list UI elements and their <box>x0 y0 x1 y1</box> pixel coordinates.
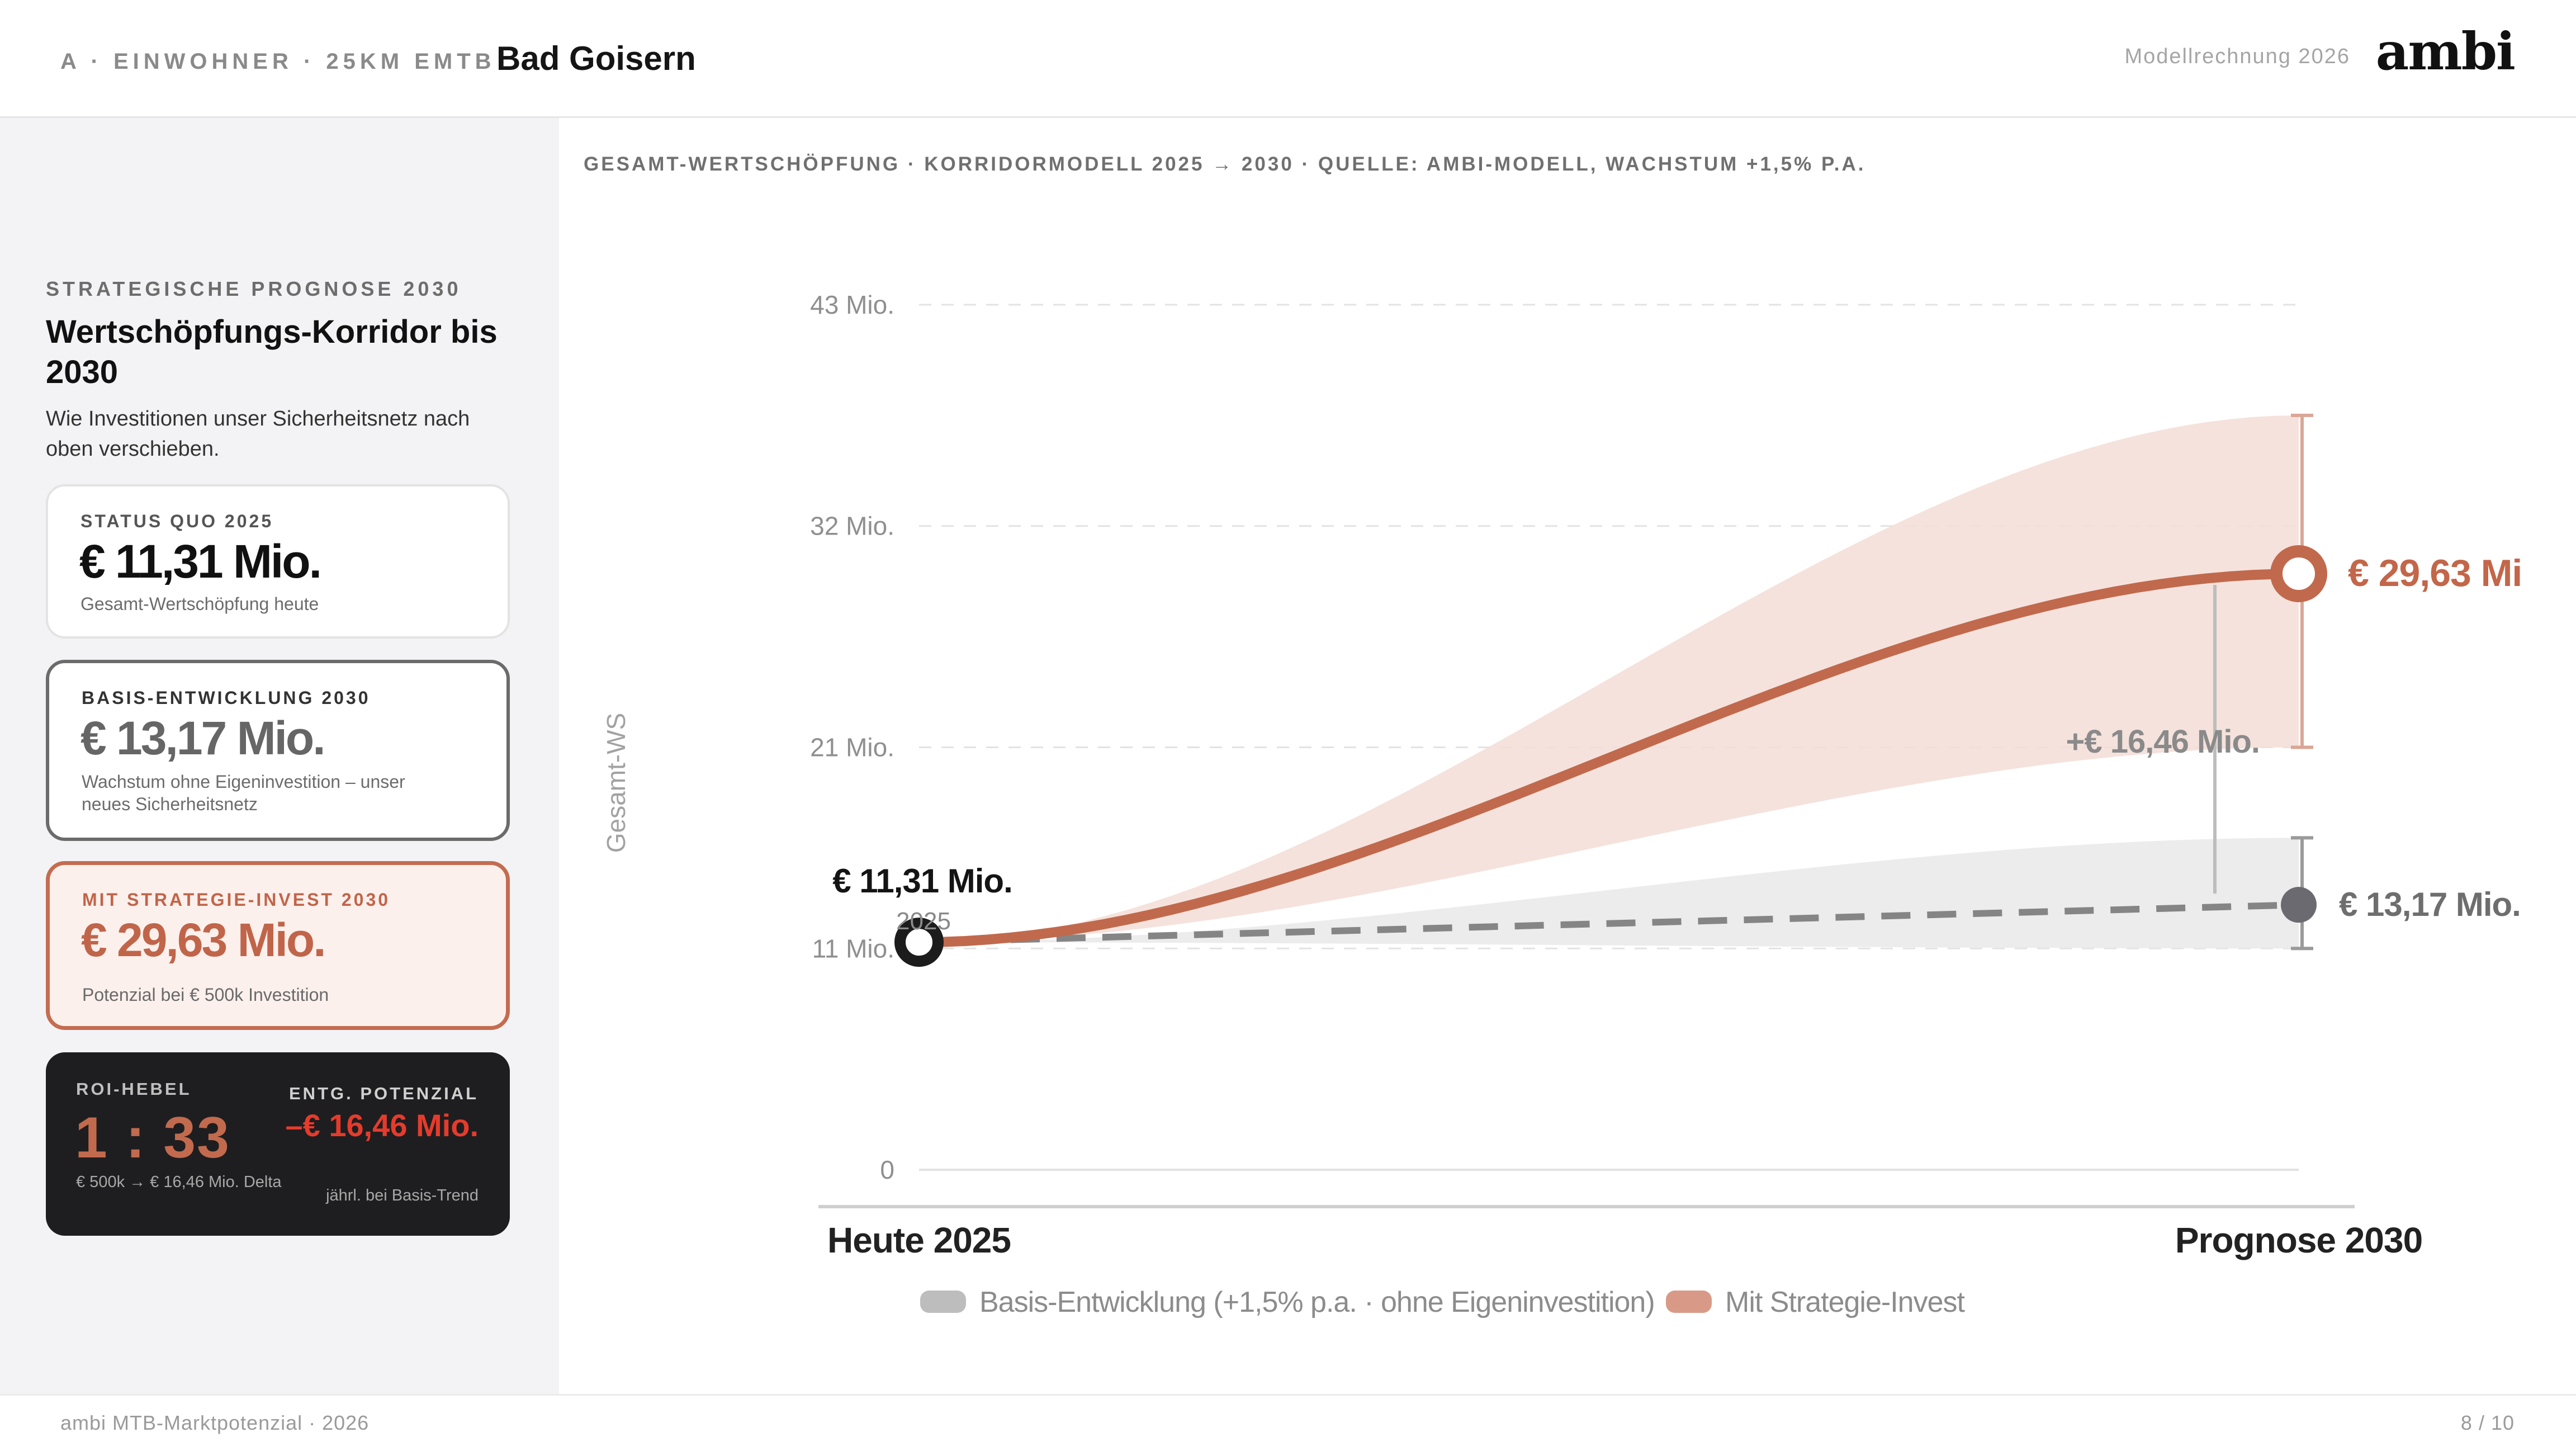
invest-end-point <box>2270 545 2327 603</box>
card-label: BASIS-ENTWICKLUNG 2030 <box>82 688 371 708</box>
x-label-end: Prognose 2030 <box>2175 1220 2422 1260</box>
y-axis-label: Gesamt-WS <box>602 713 631 853</box>
card-value: € 11,31 Mio. <box>79 535 322 588</box>
legend-swatch-invest <box>1666 1291 1712 1313</box>
legend-label-invest: Mit Strategie-Invest <box>1725 1286 1965 1318</box>
y-tick-label: 21 Mio. <box>810 732 894 762</box>
strategie-card: MIT STRATEGIE-INVEST 2030 € 29,63 Mio. P… <box>46 861 510 1030</box>
card-note: Gesamt-Wertschöpfung heute <box>80 594 319 614</box>
potential-note: jährl. bei Basis-Trend <box>326 1187 479 1204</box>
basis-corridor-band <box>919 838 2299 949</box>
card-label: MIT STRATEGIE-INVEST 2030 <box>82 890 391 910</box>
basis-end-label: € 13,17 Mio. <box>2339 886 2521 923</box>
y-tick-label: 0 <box>880 1155 894 1184</box>
legend-label-basis: Basis-Entwicklung (+1,5% p.a. · ohne Eig… <box>979 1286 1655 1318</box>
sidebar-title: Wertschöpfungs-Korridor bis 2030 <box>46 314 498 390</box>
basis-card: BASIS-ENTWICKLUNG 2030 € 13,17 Mio. Wach… <box>46 660 510 841</box>
roi-value: 1 : 33 <box>75 1105 230 1170</box>
basis-end-point <box>2281 887 2317 923</box>
x-label-start: Heute 2025 <box>827 1220 1011 1260</box>
start-value-label: € 11,31 Mio. <box>832 862 1012 900</box>
y-tick-label: 11 Mio. <box>812 934 894 963</box>
roi-note: € 500k → € 16,46 Mio. Delta <box>76 1173 282 1191</box>
card-note: Wachstum ohne Eigeninvestition – unser n… <box>82 772 405 814</box>
basis-series-line <box>918 901 2299 946</box>
model-label: Modellrechnung 2026 <box>2124 45 2350 68</box>
sidebar-subtitle: Wie Investitionen unser Sicherheitsnetz … <box>46 407 470 461</box>
card-value: € 13,17 Mio. <box>80 712 326 764</box>
header-breadcrumb: A · EINWOHNER · 25KM EMTB <box>60 49 496 74</box>
potential-value: –€ 16,46 Mio. <box>285 1108 479 1143</box>
status-quo-card: STATUS QUO 2025 € 11,31 Mio. Gesamt-Wert… <box>46 484 510 639</box>
corridor-chart: 0 11 Mio. 21 Mio. 32 Mio. 43 Mio. Gesamt-WS +€… <box>602 290 2522 1318</box>
card-label: STATUS QUO 2025 <box>80 511 274 531</box>
page-title: Bad Goisern <box>496 40 696 77</box>
footer: ambi MTB-Marktpotenzial · 2026 8 / 10 <box>0 1394 2576 1451</box>
y-tick-label: 32 Mio. <box>810 512 894 541</box>
delta-label: +€ 16,46 Mio. <box>2066 724 2260 760</box>
legend-swatch-basis <box>920 1291 966 1313</box>
card-value: € 29,63 Mio. <box>81 914 326 966</box>
page-number: 8 / 10 <box>2460 1411 2515 1434</box>
y-tick-label: 43 Mio. <box>810 290 894 319</box>
sidebar-kicker: STRATEGISCHE PROGNOSE 2030 <box>46 277 462 300</box>
footer-source: ambi MTB-Marktpotenzial · 2026 <box>60 1411 370 1434</box>
potential-label: ENTG. POTENZIAL <box>289 1084 479 1103</box>
ambi-logo: ambi <box>2375 21 2516 82</box>
invest-corridor-band <box>919 415 2299 943</box>
roi-card: ROI-HEBEL 1 : 33 € 500k → € 16,46 Mio. D… <box>46 1052 510 1236</box>
chart-caption: GESAMT-WERTSCHÖPFUNG · KORRIDORMODELL 20… <box>584 153 1866 175</box>
start-year-label: 2025 <box>896 908 951 935</box>
card-note: Potenzial bei € 500k Investition <box>82 985 329 1005</box>
invest-series-line <box>914 569 2304 948</box>
roi-label: ROI-HEBEL <box>76 1079 192 1099</box>
start-point-marker <box>894 918 944 967</box>
header: A · EINWOHNER · 25KM EMTB Bad Goisern Mo… <box>0 0 2576 118</box>
invest-end-label: € 29,63 Mi <box>2348 552 2522 594</box>
